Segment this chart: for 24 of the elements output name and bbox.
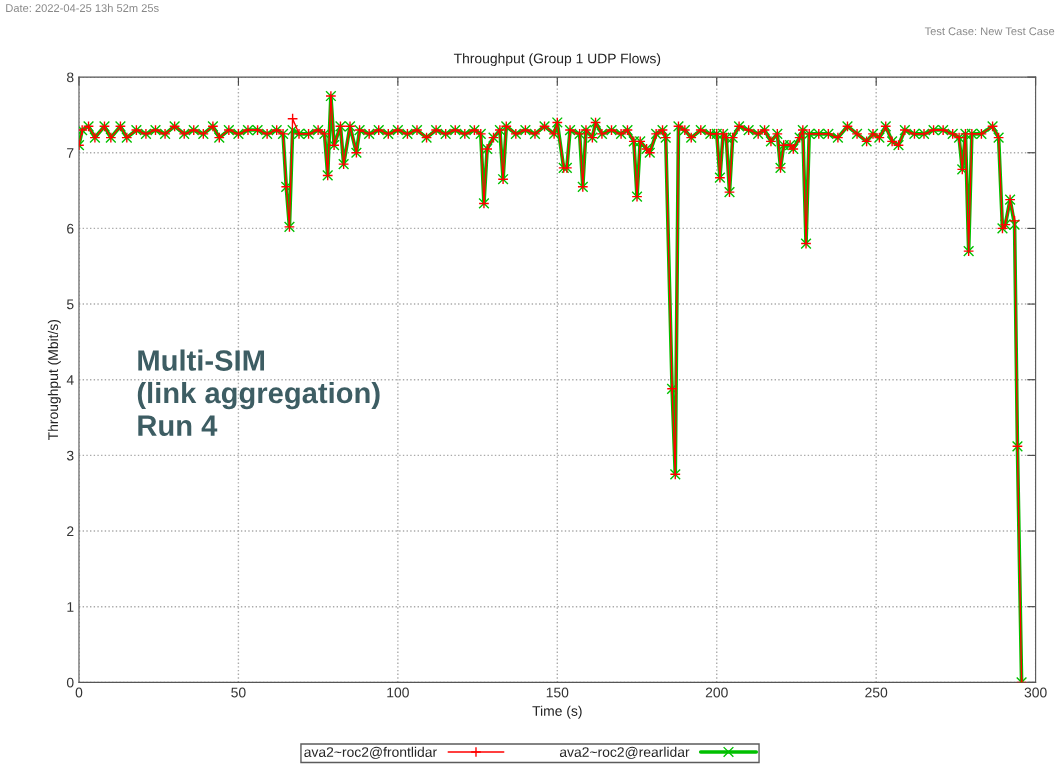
x-tick-label: 150	[546, 687, 569, 698]
y-tick-label: 5	[66, 299, 74, 310]
annotation: Multi-SIM (link aggregation) Run 4	[137, 349, 380, 436]
x-axis-title: Time (s)	[532, 705, 582, 719]
x-tick-label: 50	[231, 687, 246, 698]
y-tick-label: 2	[67, 526, 74, 537]
chart-title: Throughput (Group 1 UDP Flows)	[453, 53, 661, 67]
y-tick-label: 4	[66, 375, 74, 385]
x-tick-label: 300	[1024, 687, 1047, 698]
text: Date: 2022-04-25 13h 52m 25s	[6, 3, 159, 13]
y-tick-label: 6	[67, 223, 74, 234]
y-tick-label: 8	[66, 72, 74, 83]
x-tick-label: 250	[865, 687, 888, 698]
y-tick-label: 7	[67, 148, 74, 158]
y-axis-title: Throughput (Mbit/s)	[47, 319, 61, 440]
x-tick-label: 100	[387, 687, 409, 698]
x-tick-label: 0	[75, 687, 83, 698]
legend-label: ava2~roc2@rearlidar	[559, 746, 690, 759]
x-tick-label: 200	[705, 687, 728, 698]
legend-label: ava2~roc2@frontlidar	[304, 746, 437, 759]
y-tick-label: 0	[66, 677, 74, 688]
y-tick-label: 3	[66, 450, 74, 461]
y-tick-label: 1	[67, 602, 74, 612]
text: Test Case: New Test Case	[924, 27, 1055, 36]
